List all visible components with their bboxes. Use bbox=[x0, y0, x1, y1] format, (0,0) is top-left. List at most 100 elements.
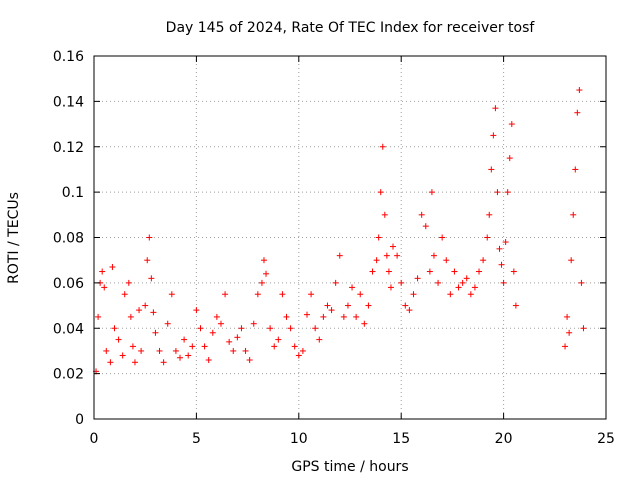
y-tick-label: 0.06 bbox=[53, 276, 84, 292]
data-point bbox=[435, 279, 442, 286]
data-point bbox=[222, 291, 229, 298]
data-point bbox=[451, 268, 458, 275]
data-point bbox=[570, 211, 577, 218]
data-point bbox=[332, 279, 339, 286]
data-point bbox=[242, 347, 249, 354]
data-point bbox=[209, 329, 216, 336]
data-point bbox=[217, 320, 224, 327]
data-point bbox=[566, 329, 573, 336]
data-point bbox=[439, 234, 446, 241]
data-point bbox=[336, 252, 343, 259]
x-tick-label: 15 bbox=[392, 431, 410, 447]
data-point bbox=[328, 307, 335, 314]
data-point bbox=[299, 347, 306, 354]
data-point bbox=[226, 338, 233, 345]
data-point bbox=[156, 347, 163, 354]
data-point bbox=[383, 252, 390, 259]
data-point bbox=[193, 307, 200, 314]
y-tick-label: 0.04 bbox=[53, 321, 84, 337]
data-point bbox=[504, 189, 511, 196]
grid-lines bbox=[94, 56, 606, 419]
data-point bbox=[430, 252, 437, 259]
data-point bbox=[476, 268, 483, 275]
data-point bbox=[213, 313, 220, 320]
data-point bbox=[498, 261, 505, 268]
y-tick-label: 0.02 bbox=[53, 367, 84, 383]
data-point bbox=[144, 257, 151, 264]
data-point bbox=[500, 279, 507, 286]
data-point bbox=[230, 347, 237, 354]
data-point bbox=[177, 354, 184, 361]
data-point bbox=[263, 270, 270, 277]
data-point bbox=[189, 343, 196, 350]
data-point bbox=[146, 234, 153, 241]
data-point bbox=[168, 291, 175, 298]
data-point bbox=[357, 291, 364, 298]
data-point bbox=[369, 268, 376, 275]
data-point bbox=[365, 302, 372, 309]
data-point bbox=[480, 257, 487, 264]
x-tick-label: 10 bbox=[290, 431, 308, 447]
data-point bbox=[205, 357, 212, 364]
data-point bbox=[260, 257, 267, 264]
data-point bbox=[373, 257, 380, 264]
data-point bbox=[443, 257, 450, 264]
data-point bbox=[387, 284, 394, 291]
data-point bbox=[308, 291, 315, 298]
data-point bbox=[406, 307, 413, 314]
data-point bbox=[267, 325, 274, 332]
data-point bbox=[379, 143, 386, 150]
data-point bbox=[418, 211, 425, 218]
data-point bbox=[414, 275, 421, 282]
data-point bbox=[512, 302, 519, 309]
data-point bbox=[99, 268, 106, 275]
data-point bbox=[283, 313, 290, 320]
data-point bbox=[291, 343, 298, 350]
data-point bbox=[164, 320, 171, 327]
data-point bbox=[576, 87, 583, 94]
x-axis-label: GPS time / hours bbox=[291, 459, 408, 475]
data-point bbox=[295, 352, 302, 359]
data-point bbox=[459, 279, 466, 286]
data-point bbox=[490, 132, 497, 139]
data-point bbox=[275, 336, 282, 343]
data-point bbox=[103, 347, 110, 354]
data-point bbox=[138, 347, 145, 354]
data-point bbox=[148, 275, 155, 282]
data-point bbox=[578, 279, 585, 286]
data-point bbox=[234, 334, 241, 341]
x-tick-label: 20 bbox=[495, 431, 513, 447]
data-point bbox=[250, 320, 257, 327]
data-point bbox=[463, 275, 470, 282]
y-axis-label: ROTI / TECUs bbox=[6, 192, 22, 284]
data-point bbox=[172, 347, 179, 354]
data-point bbox=[488, 166, 495, 173]
x-tick-label: 25 bbox=[597, 431, 615, 447]
data-point bbox=[312, 325, 319, 332]
data-point bbox=[375, 234, 382, 241]
y-tick-label: 0.12 bbox=[53, 140, 84, 156]
data-point bbox=[496, 245, 503, 252]
data-point bbox=[508, 121, 515, 128]
y-tick-label: 0.14 bbox=[53, 94, 84, 110]
data-point bbox=[125, 279, 132, 286]
data-point bbox=[394, 252, 401, 259]
data-point bbox=[185, 352, 192, 359]
data-point bbox=[160, 359, 167, 366]
data-point bbox=[107, 359, 114, 366]
data-point bbox=[349, 284, 356, 291]
data-point bbox=[402, 302, 409, 309]
data-point bbox=[119, 352, 126, 359]
data-point bbox=[201, 343, 208, 350]
data-point bbox=[410, 291, 417, 298]
data-point bbox=[115, 336, 122, 343]
data-point bbox=[572, 166, 579, 173]
data-point bbox=[580, 325, 587, 332]
x-tick-label: 0 bbox=[90, 431, 99, 447]
data-point bbox=[131, 359, 138, 366]
y-tick-label: 0.1 bbox=[62, 185, 84, 201]
data-point bbox=[258, 279, 265, 286]
data-point bbox=[340, 313, 347, 320]
data-point bbox=[344, 302, 351, 309]
